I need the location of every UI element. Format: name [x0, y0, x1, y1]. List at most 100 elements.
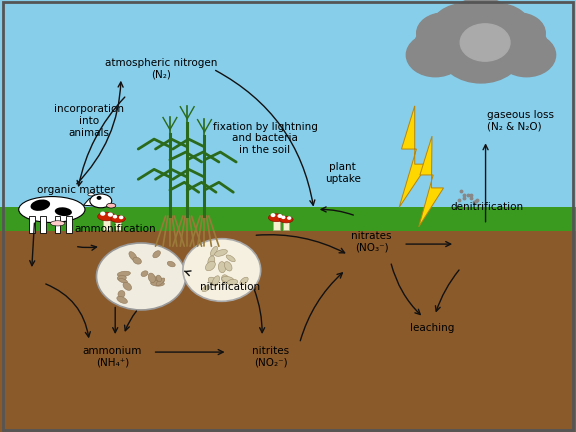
- Ellipse shape: [97, 243, 185, 310]
- Ellipse shape: [213, 276, 219, 286]
- Ellipse shape: [129, 251, 137, 261]
- Circle shape: [108, 213, 112, 216]
- Ellipse shape: [151, 281, 164, 286]
- Bar: [40, 216, 46, 233]
- Circle shape: [282, 216, 285, 219]
- Circle shape: [460, 24, 510, 61]
- Polygon shape: [419, 136, 444, 227]
- Bar: [55, 216, 60, 233]
- Text: fixation by lightning
and bacteria
in the soil: fixation by lightning and bacteria in th…: [213, 122, 317, 155]
- FancyArrowPatch shape: [77, 82, 123, 184]
- Ellipse shape: [226, 255, 235, 262]
- Text: denitrification: denitrification: [450, 202, 523, 213]
- Ellipse shape: [167, 261, 175, 267]
- Circle shape: [97, 197, 101, 199]
- Ellipse shape: [218, 262, 226, 273]
- Ellipse shape: [111, 216, 126, 222]
- Ellipse shape: [50, 221, 65, 226]
- Circle shape: [278, 215, 282, 217]
- Ellipse shape: [98, 212, 115, 221]
- Ellipse shape: [133, 257, 141, 264]
- Text: nitrates
(NO₃⁻): nitrates (NO₃⁻): [351, 231, 392, 253]
- Circle shape: [416, 13, 471, 54]
- Ellipse shape: [118, 290, 125, 298]
- Circle shape: [406, 33, 464, 77]
- FancyArrowPatch shape: [435, 270, 459, 311]
- Text: gaseous loss
(N₂ & N₂O): gaseous loss (N₂ & N₂O): [487, 110, 554, 132]
- Text: ammonium
(NH₄⁺): ammonium (NH₄⁺): [82, 346, 142, 367]
- Ellipse shape: [148, 273, 156, 283]
- Ellipse shape: [156, 278, 165, 286]
- Polygon shape: [399, 106, 428, 207]
- Circle shape: [415, 19, 485, 72]
- Bar: [103, 216, 111, 230]
- FancyArrowPatch shape: [215, 70, 315, 205]
- Text: nitrification: nitrification: [200, 282, 260, 292]
- Ellipse shape: [156, 275, 161, 282]
- Ellipse shape: [209, 277, 218, 286]
- Text: ammonification: ammonification: [74, 224, 156, 234]
- Ellipse shape: [18, 197, 85, 222]
- Ellipse shape: [118, 276, 126, 281]
- Circle shape: [431, 3, 498, 54]
- Bar: [0, 0, 576, 212]
- Circle shape: [450, 0, 512, 44]
- Circle shape: [101, 212, 105, 215]
- Ellipse shape: [222, 276, 234, 283]
- Ellipse shape: [153, 277, 164, 282]
- Circle shape: [439, 21, 522, 83]
- Circle shape: [271, 214, 275, 216]
- Circle shape: [477, 19, 547, 72]
- Ellipse shape: [224, 262, 232, 271]
- Ellipse shape: [123, 282, 131, 290]
- Circle shape: [498, 33, 556, 77]
- Ellipse shape: [141, 271, 148, 276]
- FancyArrowPatch shape: [483, 145, 488, 222]
- FancyArrowPatch shape: [300, 273, 342, 341]
- Ellipse shape: [206, 261, 215, 271]
- Ellipse shape: [107, 203, 116, 208]
- FancyArrowPatch shape: [78, 245, 97, 250]
- Polygon shape: [84, 197, 98, 206]
- Ellipse shape: [202, 286, 210, 292]
- FancyArrowPatch shape: [255, 290, 264, 333]
- Ellipse shape: [222, 275, 229, 284]
- Text: incorporation
into
animals: incorporation into animals: [54, 105, 124, 137]
- FancyArrowPatch shape: [256, 235, 344, 253]
- Bar: [66, 216, 72, 233]
- Ellipse shape: [215, 250, 228, 256]
- Ellipse shape: [88, 193, 94, 196]
- Ellipse shape: [268, 214, 285, 222]
- Circle shape: [120, 216, 123, 219]
- Ellipse shape: [119, 279, 127, 283]
- Ellipse shape: [183, 238, 260, 302]
- Bar: [273, 218, 280, 230]
- Ellipse shape: [90, 194, 112, 208]
- FancyArrowPatch shape: [46, 284, 90, 337]
- Text: plant
uptake: plant uptake: [325, 162, 361, 184]
- FancyArrowPatch shape: [184, 271, 191, 276]
- FancyArrowPatch shape: [156, 349, 223, 355]
- FancyArrowPatch shape: [113, 307, 118, 333]
- Ellipse shape: [153, 251, 161, 258]
- FancyArrowPatch shape: [77, 97, 125, 186]
- FancyArrowPatch shape: [406, 241, 450, 247]
- FancyArrowPatch shape: [321, 207, 353, 215]
- Ellipse shape: [208, 256, 215, 267]
- Circle shape: [288, 217, 291, 219]
- Ellipse shape: [279, 216, 293, 223]
- Circle shape: [491, 13, 545, 54]
- FancyArrowPatch shape: [391, 264, 420, 314]
- Ellipse shape: [210, 246, 218, 256]
- Text: leaching: leaching: [410, 323, 454, 334]
- Bar: [29, 216, 35, 233]
- FancyArrowPatch shape: [124, 311, 137, 331]
- Bar: [115, 219, 121, 230]
- Bar: [0, 207, 576, 231]
- Circle shape: [113, 216, 116, 218]
- Bar: [283, 219, 289, 230]
- Text: organic matter: organic matter: [37, 185, 115, 195]
- Ellipse shape: [118, 271, 130, 276]
- Ellipse shape: [55, 207, 72, 216]
- Ellipse shape: [117, 296, 127, 303]
